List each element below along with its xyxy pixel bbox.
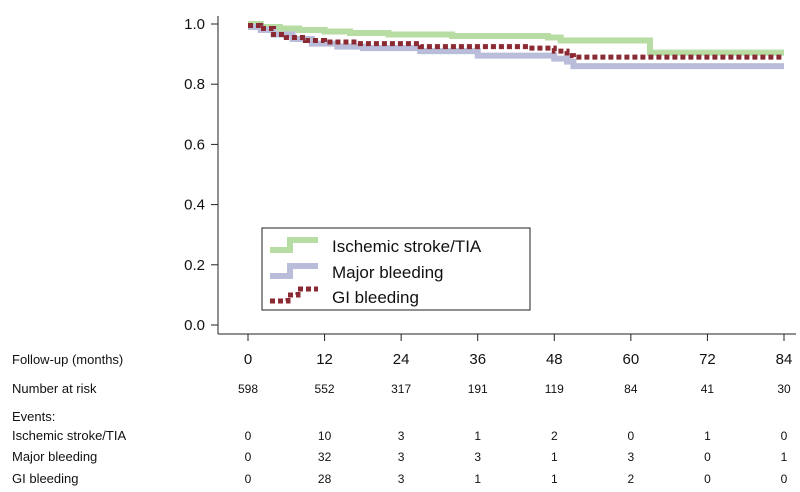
x-tick-label: 72 [699, 351, 716, 368]
events-value: 1 [704, 429, 711, 443]
events-value: 0 [781, 429, 788, 443]
events-value: 3 [628, 450, 635, 464]
events-value: 3 [398, 450, 405, 464]
events-row-label: Major bleeding [12, 449, 97, 464]
number-at-risk-value: 317 [391, 382, 411, 396]
events-value: 0 [628, 429, 635, 443]
events-value: 28 [318, 472, 332, 486]
events-value: 1 [551, 450, 558, 464]
legend-label: Ischemic stroke/TIA [332, 237, 482, 256]
events-row-label: Ischemic stroke/TIA [12, 428, 126, 443]
events-value: 0 [245, 450, 252, 464]
events-value: 0 [781, 472, 788, 486]
legend: Ischemic stroke/TIA Major bleeding GI blee… [261, 227, 531, 311]
events-row-label: GI bleeding [12, 471, 79, 486]
y-tick-label: 0.4 [184, 197, 205, 214]
series-line-gi-bleeding [248, 23, 784, 60]
number-at-risk-value: 552 [315, 382, 335, 396]
y-tick-label: 0.8 [184, 76, 205, 93]
legend-symbol [270, 263, 318, 279]
legend-label: GI bleeding [332, 288, 419, 307]
series-line-ischemic-stroke-tia [248, 21, 784, 56]
follow-up-label: Follow-up (months) [12, 352, 123, 367]
events-value: 0 [245, 472, 252, 486]
number-at-risk-value: 30 [777, 382, 791, 396]
events-value: 3 [474, 450, 481, 464]
events-value: 32 [318, 450, 332, 464]
y-tick-label: 0.2 [184, 257, 205, 274]
events-value: 3 [398, 429, 405, 443]
x-tick-label: 48 [546, 351, 563, 368]
y-tick-label: 1.0 [184, 16, 205, 33]
legend-symbol [270, 286, 318, 304]
events-value: 2 [628, 472, 635, 486]
y-tick-label: 0.0 [184, 317, 205, 334]
events-value: 10 [318, 429, 332, 443]
events-value: 1 [474, 429, 481, 443]
x-tick-label: 24 [393, 351, 410, 368]
events-value: 1 [551, 472, 558, 486]
events-value: 0 [245, 429, 252, 443]
events-label: Events: [12, 409, 55, 424]
number-at-risk-value: 598 [238, 382, 258, 396]
x-tick-label: 60 [623, 351, 640, 368]
number-at-risk-value: 191 [468, 382, 488, 396]
risk-table: Follow-up (months)Number at risk 598 552 31… [12, 352, 791, 486]
legend-symbol [270, 237, 318, 253]
x-tick-label: 84 [776, 351, 793, 368]
legend-label: Major bleeding [332, 263, 444, 282]
number-at-risk-value: 84 [624, 382, 638, 396]
events-value: 1 [781, 450, 788, 464]
events-value: 2 [551, 429, 558, 443]
x-tick-label: 12 [316, 351, 333, 368]
events-value: 0 [704, 450, 711, 464]
y-tick-label: 0.6 [184, 136, 205, 153]
x-tick-label: 36 [469, 351, 486, 368]
number-at-risk-label: Number at risk [12, 381, 97, 396]
events-value: 3 [398, 472, 405, 486]
events-value: 0 [704, 472, 711, 486]
x-tick-label: 0 [244, 351, 252, 368]
events-value: 1 [474, 472, 481, 486]
number-at-risk-value: 41 [701, 382, 715, 396]
number-at-risk-value: 119 [545, 382, 564, 396]
